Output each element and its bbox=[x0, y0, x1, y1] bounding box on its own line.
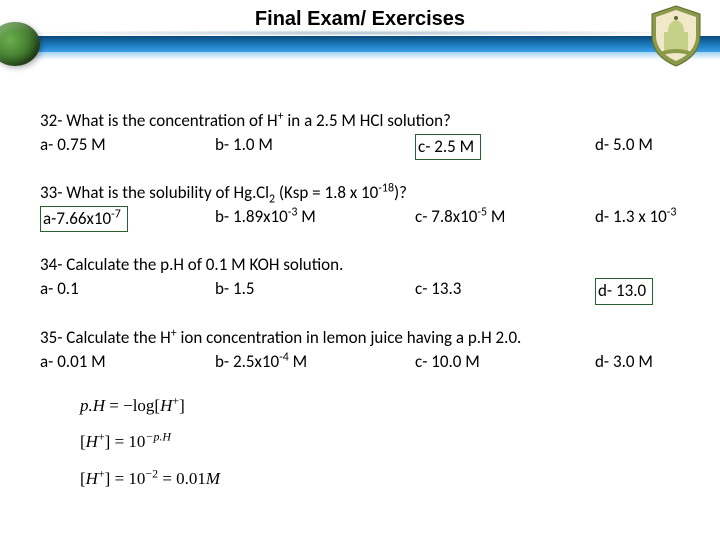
question-34: 34- Calculate the p.H of 0.1 M KOH solut… bbox=[40, 254, 680, 304]
question-number: 32 bbox=[40, 110, 57, 131]
question-text: 34- Calculate the p.H of 0.1 M KOH solut… bbox=[40, 254, 680, 276]
option-b: b- 2.5x10-4 M bbox=[215, 351, 415, 373]
option-d: d- 3.0 M bbox=[595, 351, 653, 373]
option-c: c- 13.3 bbox=[415, 278, 595, 304]
options-row: a-7.66x10-7 b- 1.89x10-3 M c- 7.8x10-5 M… bbox=[40, 206, 680, 232]
header: Final Exam/ Exercises bbox=[0, 0, 720, 80]
answer-box: a-7.66x10-7 bbox=[40, 206, 128, 232]
options-row: a- 0.01 M b- 2.5x10-4 M c- 10.0 M d- 3.0… bbox=[40, 351, 680, 373]
option-b: b- 1.0 M bbox=[215, 134, 415, 160]
question-text: 32- What is the concentration of H+ in a… bbox=[40, 110, 680, 132]
slide: Final Exam/ Exercises 32- What is the co… bbox=[0, 0, 720, 540]
question-text: 35- Calculate the H+ ion concentration i… bbox=[40, 327, 680, 349]
question-number: 34 bbox=[40, 254, 57, 275]
option-d: d- 5.0 M bbox=[595, 134, 653, 160]
formula-2: [H+] = 10−p.H bbox=[80, 426, 220, 458]
content-area: 32- What is the concentration of H+ in a… bbox=[40, 110, 680, 395]
answer-box: d- 13.0 bbox=[595, 278, 653, 304]
options-row: a- 0.1 b- 1.5 c- 13.3 d- 13.0 bbox=[40, 278, 680, 304]
option-d: d- 1.3 x 10-3 bbox=[595, 206, 676, 232]
options-row: a- 0.75 M b- 1.0 M c- 2.5 M d- 5.0 M bbox=[40, 134, 680, 160]
question-text: 33- What is the solubility of Hg.Cl2 (Ks… bbox=[40, 182, 680, 204]
accent-bar bbox=[0, 36, 720, 52]
question-number: 35 bbox=[40, 327, 57, 348]
formula-block: p.H = −log[H+] [H+] = 10−p.H [H+] = 10−2… bbox=[80, 390, 220, 499]
formula-3: [H+] = 10−2 = 0.01M bbox=[80, 463, 220, 495]
option-c: c- 7.8x10-5 M bbox=[415, 206, 595, 232]
option-a: a- 0.75 M bbox=[40, 134, 215, 160]
question-35: 35- Calculate the H+ ion concentration i… bbox=[40, 327, 680, 373]
option-d: d- 13.0 bbox=[595, 278, 653, 304]
formula-1: p.H = −log[H+] bbox=[80, 390, 220, 422]
question-number: 33 bbox=[40, 182, 57, 203]
option-b: b- 1.89x10-3 M bbox=[215, 206, 415, 232]
answer-box: c- 2.5 M bbox=[415, 134, 481, 160]
page-title: Final Exam/ Exercises bbox=[0, 8, 720, 31]
option-c: c- 10.0 M bbox=[415, 351, 595, 373]
option-a: a- 0.01 M bbox=[40, 351, 215, 373]
question-32: 32- What is the concentration of H+ in a… bbox=[40, 110, 680, 160]
option-c: c- 2.5 M bbox=[415, 134, 595, 160]
question-33: 33- What is the solubility of Hg.Cl2 (Ks… bbox=[40, 182, 680, 232]
option-b: b- 1.5 bbox=[215, 278, 415, 304]
university-logo bbox=[642, 2, 710, 70]
option-a: a-7.66x10-7 bbox=[40, 206, 215, 232]
option-a: a- 0.1 bbox=[40, 278, 215, 304]
shield-icon bbox=[642, 2, 710, 70]
